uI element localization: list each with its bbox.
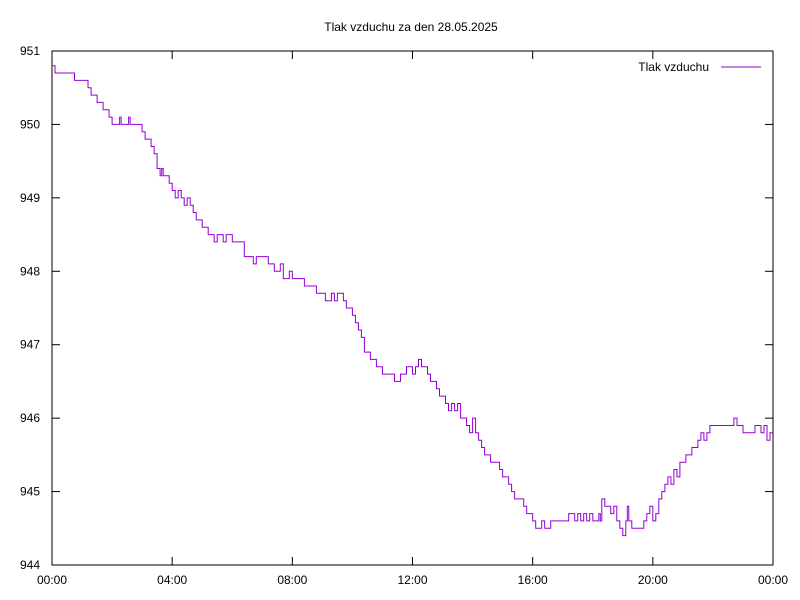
series-line bbox=[52, 65, 773, 537]
series-layer bbox=[52, 65, 773, 537]
y-tick-label: 947 bbox=[20, 338, 40, 352]
chart-title: Tlak vzduchu za den 28.05.2025 bbox=[324, 20, 498, 34]
x-tick-label: 20:00 bbox=[638, 573, 668, 587]
y-tick-label: 951 bbox=[20, 44, 40, 58]
x-tick-label: 00:00 bbox=[37, 573, 67, 587]
x-tick-label: 12:00 bbox=[397, 573, 427, 587]
y-tick-label: 944 bbox=[20, 558, 40, 572]
legend: Tlak vzduchu bbox=[638, 60, 761, 74]
y-tick-label: 948 bbox=[20, 264, 40, 278]
legend-label: Tlak vzduchu bbox=[638, 60, 709, 74]
x-tick-label: 08:00 bbox=[277, 573, 307, 587]
y-tick-label: 950 bbox=[20, 117, 40, 131]
x-axis: 00:00 04:00 08:00 12:00 16:00 20:00 00:00 bbox=[37, 51, 788, 587]
x-tick-label: 04:00 bbox=[157, 573, 187, 587]
y-tick-label: 949 bbox=[20, 191, 40, 205]
y-tick-label: 946 bbox=[20, 411, 40, 425]
y-axis: 944 945 946 947 948 949 950 951 bbox=[20, 44, 773, 572]
y-tick-label: 945 bbox=[20, 485, 40, 499]
x-tick-label: 00:00 bbox=[758, 573, 788, 587]
x-tick-label: 16:00 bbox=[518, 573, 548, 587]
